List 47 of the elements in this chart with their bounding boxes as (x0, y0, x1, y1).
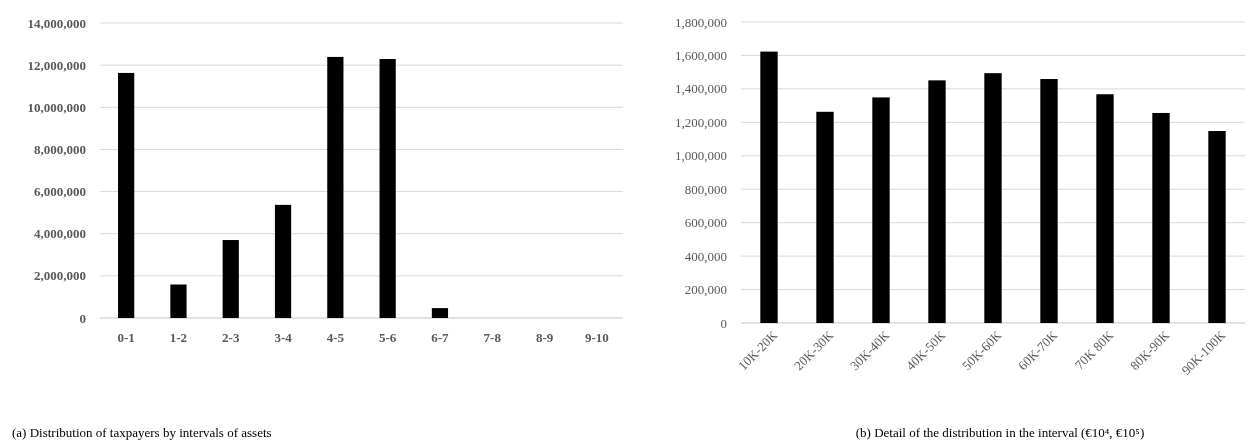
bar (760, 51, 778, 323)
y-tick-label: 4,000,000 (34, 226, 86, 242)
x-tick-label: 2-3 (222, 330, 240, 345)
bar (170, 284, 187, 318)
bar (274, 204, 292, 318)
x-tick-label: 4-5 (326, 330, 345, 345)
y-tick-label: 1,000,000 (675, 148, 727, 164)
bar (984, 73, 1002, 323)
x-tick-label: 0-1 (117, 330, 135, 345)
y-tick-label: 1,400,000 (675, 81, 727, 97)
text: (b) Detail of the distribution in the interval (€10⁴, €10⁵) (855, 425, 1145, 440)
bar (222, 240, 239, 318)
y-tick-label: 1,800,000 (675, 14, 727, 30)
x-tick-label: 8-9 (535, 330, 554, 345)
bar (118, 72, 135, 318)
y-tick-label: 12,000,000 (27, 57, 86, 73)
y-tick-label: 10,000,000 (27, 99, 86, 115)
x-tick-label: 9-10 (584, 330, 609, 345)
bar (327, 56, 344, 318)
y-tick-label: 600,000 (684, 215, 727, 231)
bar (1096, 94, 1114, 323)
x-tick-label: 1-2 (169, 330, 188, 345)
bar (379, 59, 396, 318)
y-tick-label: 8,000,000 (34, 141, 86, 157)
x-tick-label: 5-6 (378, 330, 397, 345)
text: (a) Distribution of taxpayers by intervals of assets (12, 425, 272, 440)
x-tick-label: 3-4 (274, 330, 293, 345)
bar (1040, 79, 1058, 323)
y-tick-label: 6,000,000 (34, 184, 86, 200)
y-tick-label: 400,000 (684, 248, 727, 264)
x-tick-label: 7-8 (483, 330, 502, 345)
bar (431, 308, 449, 318)
bar (1152, 112, 1170, 323)
bar (1208, 131, 1226, 323)
x-tick-label: 70K 80K (1071, 327, 1117, 373)
y-tick-label: 0 (720, 315, 727, 331)
y-tick-label: 1,200,000 (675, 114, 727, 130)
y-tick-label: 800,000 (684, 181, 727, 197)
bar (816, 111, 834, 323)
x-tick-label: 6-7 (431, 330, 450, 345)
y-tick-label: 200,000 (684, 282, 727, 298)
bar (872, 97, 890, 323)
bar (928, 80, 946, 323)
y-tick-label: 2,000,000 (34, 268, 86, 284)
y-tick-label: 1,600,000 (675, 47, 727, 63)
y-tick-label: 0 (79, 310, 86, 326)
y-tick-label: 14,000,000 (27, 15, 86, 31)
